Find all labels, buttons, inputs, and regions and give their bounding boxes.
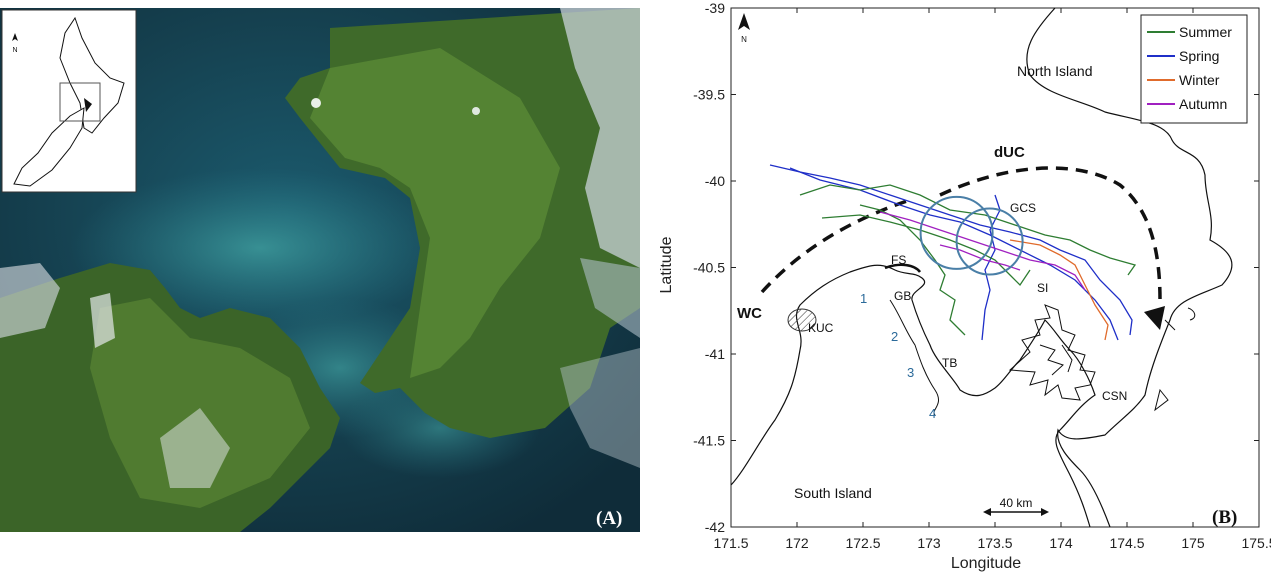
drifter-trajectories xyxy=(769,164,1137,341)
y-tick-label: -40.5 xyxy=(693,260,725,276)
wc-label: WC xyxy=(737,305,762,322)
y-axis-title: Latitude xyxy=(660,236,675,293)
y-tick-label: -39.5 xyxy=(693,87,725,103)
site-number-4: 4 xyxy=(929,406,936,421)
duc-arrowhead-icon xyxy=(1144,306,1165,330)
inset-north-label: N xyxy=(12,47,17,54)
north-label: N xyxy=(741,35,747,44)
x-tick-label: 172.5 xyxy=(845,535,880,551)
fs-label: FS xyxy=(891,253,906,267)
wc-current-arrow xyxy=(760,198,911,294)
panel-b-label: (B) xyxy=(1212,507,1237,528)
scale-bar-label: 40 km xyxy=(1000,496,1033,510)
site-number-1: 1 xyxy=(860,291,867,306)
legend-label-autumn: Autumn xyxy=(1179,96,1227,112)
map-panel: 171.5 172 172.5 173 173.5 174 174.5 175 175.5 -3… xyxy=(660,0,1271,572)
y-tick-label: -41.5 xyxy=(693,433,725,449)
satellite-image: N (A) xyxy=(0,8,640,532)
csn-label: CSN xyxy=(1102,389,1127,403)
trajectory-autumn xyxy=(879,211,1086,291)
si-label: SI xyxy=(1037,281,1048,295)
legend-label-winter: Winter xyxy=(1179,72,1220,88)
x-tick-label: 175 xyxy=(1181,535,1205,551)
y-tick-label: -41 xyxy=(705,346,725,362)
gcs-label: GCS xyxy=(1010,201,1036,215)
y-tick-label: -40 xyxy=(705,173,725,189)
scale-bar: 40 km xyxy=(983,496,1049,516)
gcs-circle-east xyxy=(955,207,1024,276)
kuc-hatched-area xyxy=(787,308,817,332)
duc-current-arrow xyxy=(939,166,1162,301)
satellite-panel: N (A) xyxy=(0,8,640,532)
x-tick-label: 175.5 xyxy=(1241,535,1271,551)
x-tick-label: 174.5 xyxy=(1109,535,1144,551)
north-island-label: North Island xyxy=(1017,63,1092,79)
south-island-label: South Island xyxy=(794,485,872,501)
clouds xyxy=(560,8,640,268)
x-axis-title: Longitude xyxy=(951,555,1021,572)
x-tick-label: 173.5 xyxy=(977,535,1012,551)
inset-north-arrow-icon xyxy=(12,33,18,41)
trajectory-winter xyxy=(1009,239,1109,341)
x-tick-label: 172 xyxy=(785,535,809,551)
trajectory-summer xyxy=(799,184,1137,276)
legend-label-spring: Spring xyxy=(1179,48,1219,64)
north-island-coast xyxy=(1026,7,1233,528)
legend-label-summer: Summer xyxy=(1179,24,1232,40)
trajectory-map: 171.5 172 172.5 173 173.5 174 174.5 175 175.5 -3… xyxy=(660,0,1271,572)
inset-locator-map: N xyxy=(1,9,137,193)
x-tick-label: 173 xyxy=(917,535,941,551)
tb-label: TB xyxy=(942,356,957,370)
kuc-label: KUC xyxy=(808,321,834,335)
trajectory-spring xyxy=(769,164,1133,336)
legend: Summer Spring Winter Autumn xyxy=(1140,14,1248,124)
north-arrow-icon xyxy=(738,13,750,30)
marlborough-sounds xyxy=(1008,304,1096,401)
y-tick-label: -42 xyxy=(705,519,725,535)
y-axis: -39 -39.5 -40 -40.5 -41 -41.5 -42 xyxy=(693,0,1259,535)
x-tick-label: 171.5 xyxy=(713,535,748,551)
panel-a-label: (A) xyxy=(596,508,622,529)
x-axis: 171.5 172 172.5 173 173.5 174 174.5 175 175.5 xyxy=(713,8,1271,551)
mountain-snow xyxy=(311,98,321,108)
y-tick-label: -39 xyxy=(705,0,725,16)
site-number-3: 3 xyxy=(907,365,914,380)
gcs-circle-west xyxy=(919,195,994,270)
gb-label: GB xyxy=(894,289,911,303)
site-number-2: 2 xyxy=(891,329,898,344)
x-tick-label: 174 xyxy=(1049,535,1073,551)
duc-label: dUC xyxy=(994,144,1025,161)
